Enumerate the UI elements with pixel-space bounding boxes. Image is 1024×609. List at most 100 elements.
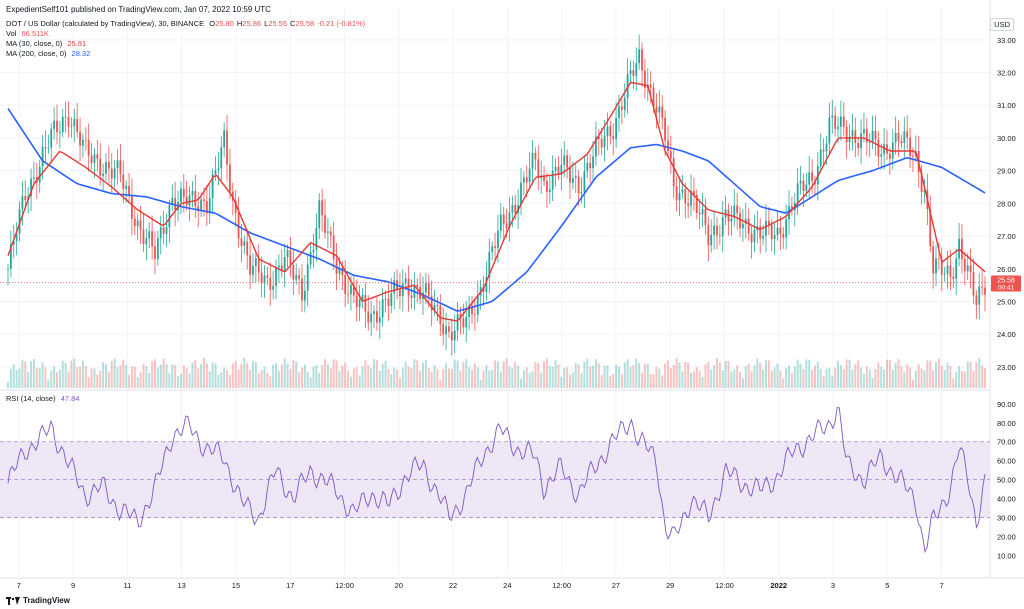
candle-body xyxy=(12,240,15,245)
volume-bar xyxy=(459,370,462,388)
candle-body xyxy=(618,106,620,118)
candle-body xyxy=(462,318,465,328)
candle-body xyxy=(350,284,352,295)
candle-body xyxy=(24,195,27,201)
volume-bar xyxy=(759,362,762,388)
volume-bar xyxy=(874,369,877,388)
time-tick-label: 5 xyxy=(885,581,889,590)
candle-body xyxy=(963,258,966,272)
volume-bar xyxy=(347,370,350,388)
time-tick-label: 2022 xyxy=(770,581,787,590)
volume-bar xyxy=(672,364,675,388)
candle-body xyxy=(551,170,554,190)
volume-bar xyxy=(592,365,595,388)
volume-bar xyxy=(442,368,445,388)
volume-bar xyxy=(321,365,324,388)
volume-bar xyxy=(966,361,969,388)
volume-bar xyxy=(597,363,600,388)
time-tick-label: 27 xyxy=(612,581,620,590)
time-axis[interactable]: 7 9 11 13 15 17 12:00 20 22 24 12:00 27 29 12:00 2022 3… xyxy=(17,581,944,590)
rsi-axis[interactable]: 10.00 20.00 30.00 40.00 50.00 60.00 70.00 80.00… xyxy=(997,400,1016,561)
candle-body xyxy=(776,227,779,236)
volume-bar xyxy=(257,373,260,388)
candle-body xyxy=(375,311,378,323)
candle-body xyxy=(514,205,517,213)
volume-bar xyxy=(151,361,154,388)
volume-bar xyxy=(594,359,597,388)
candle-body xyxy=(557,166,560,175)
candle-body xyxy=(76,119,79,132)
volume-bar xyxy=(416,360,419,388)
candle-body xyxy=(105,161,107,174)
volume-bar xyxy=(373,358,376,388)
volume-bar xyxy=(27,371,30,388)
tradingview-brand[interactable]: TradingView xyxy=(6,596,70,605)
last-price-text: 25.58 xyxy=(997,278,1015,285)
candle-body xyxy=(721,217,724,237)
candle-body xyxy=(21,195,24,210)
volume-bar xyxy=(545,358,548,388)
ma200-legend[interactable]: MA (200, close, 0) 28.32 xyxy=(6,49,90,58)
candle-body xyxy=(401,283,404,297)
candle-body xyxy=(159,227,162,239)
volume-bar xyxy=(747,363,750,388)
candle-body xyxy=(38,166,41,183)
volume-bar xyxy=(681,371,684,388)
volume-bar xyxy=(338,371,341,388)
volume-bar xyxy=(494,360,497,388)
volume-bar xyxy=(378,370,381,388)
candle-body xyxy=(364,294,367,312)
candle-body xyxy=(669,151,672,159)
volume-bar xyxy=(612,374,615,388)
volume-bar xyxy=(707,361,710,388)
volume-bar xyxy=(113,358,116,388)
volume-bar xyxy=(851,369,854,388)
candle-body xyxy=(975,295,978,305)
candle-body xyxy=(355,295,358,308)
candle-body xyxy=(315,228,318,250)
volume-bar xyxy=(505,358,508,388)
volume-bar xyxy=(61,360,64,388)
volume-bar xyxy=(741,378,744,388)
candle-body xyxy=(450,331,453,341)
volume-bar xyxy=(845,359,848,388)
rsi-legend[interactable]: RSI (14, close) 47.84 xyxy=(6,394,79,403)
price-axis[interactable]: 23.00 24.00 25.00 26.00 27.00 28.00 29.00 30.00… xyxy=(997,36,1016,372)
candle-body xyxy=(142,229,145,245)
rsi-tick-label: 70.00 xyxy=(997,438,1016,447)
rsi-label: RSI (14, close) xyxy=(6,394,56,403)
candle-body xyxy=(857,142,860,149)
volume-bar xyxy=(182,365,185,388)
volume-bar xyxy=(704,364,707,388)
candle-body xyxy=(182,188,185,197)
candle-body xyxy=(811,172,813,181)
candle-body xyxy=(900,141,903,143)
candle-body xyxy=(744,218,747,224)
candle-body xyxy=(932,246,935,274)
volume-bar xyxy=(130,366,133,388)
rsi-value: 47.84 xyxy=(60,394,80,403)
ma30-legend[interactable]: MA (30, close, 0) 25.91 xyxy=(6,39,86,48)
volume-legend[interactable]: Vol 66.511K xyxy=(6,29,49,38)
volume-bar xyxy=(488,370,491,388)
volume-bar xyxy=(7,382,9,388)
volume-bar xyxy=(447,368,450,388)
candle-body xyxy=(972,272,975,296)
volume-bar xyxy=(715,358,718,388)
candle-body xyxy=(863,128,865,134)
candle-body xyxy=(174,198,177,211)
currency-button[interactable]: USD xyxy=(990,18,1014,31)
candle-body xyxy=(765,220,767,236)
volume-bar xyxy=(142,363,145,388)
volume-bar xyxy=(877,362,880,388)
symbol-legend[interactable]: DOT / US Dollar (calculated by TradingVi… xyxy=(6,19,365,28)
candle-body xyxy=(318,200,321,229)
ohlc-c: C25.58 xyxy=(290,19,315,28)
candle-body xyxy=(750,233,753,243)
candle-body xyxy=(128,185,130,195)
volume-bar xyxy=(107,372,110,388)
candle-body xyxy=(133,218,136,227)
volume-bar xyxy=(828,367,831,388)
candle-body xyxy=(272,285,275,290)
